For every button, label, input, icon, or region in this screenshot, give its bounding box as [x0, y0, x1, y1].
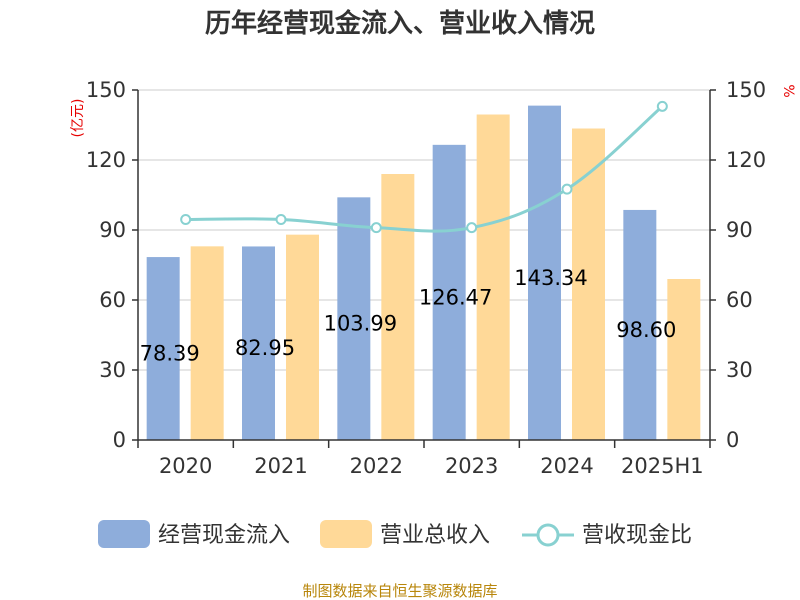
- axes-layer: 0 30 60 90 120 150 0 30 60 90 120 150 2020 2021 2022 20…: [86, 78, 766, 478]
- ratio-point-2023: [466, 222, 478, 234]
- bar-cash-inflow-2025H1: [623, 209, 657, 440]
- legend-label-ratio: 营收现金比: [582, 523, 692, 548]
- bar-cash-inflow-2022: [337, 197, 371, 440]
- data-label-cash-inflow: 98.60: [616, 318, 676, 342]
- ratio-point-2025H1: [656, 100, 668, 112]
- left-tick-label: 90: [99, 218, 126, 242]
- legend: 经营现金流入 营业总收入 营收现金比: [98, 520, 692, 548]
- bar-revenue-2021: [286, 234, 319, 440]
- right-tick-label: 0: [726, 428, 739, 452]
- x-tick-label: 2020: [159, 454, 212, 478]
- right-tick-label: 60: [726, 288, 753, 312]
- left-tick-label: 120: [86, 148, 126, 172]
- right-tick-label: 150: [726, 78, 766, 102]
- x-tick-label: 2022: [350, 454, 403, 478]
- data-label-cash-inflow: 126.47: [419, 285, 492, 309]
- right-tick-label: 120: [726, 148, 766, 172]
- left-tick-label: 30: [99, 358, 126, 382]
- bar-cash-inflow-2024: [528, 105, 561, 440]
- left-tick-label: 0: [113, 428, 126, 452]
- bar-revenue-2023: [476, 114, 510, 440]
- x-tick-label: 2025H1: [621, 454, 704, 478]
- source-note: 制图数据来自恒生聚源数据库: [302, 582, 497, 600]
- right-tick-label: 30: [726, 358, 753, 382]
- data-label-cash-inflow: 82.95: [235, 336, 295, 360]
- bar-cash-inflow-2020: [146, 257, 180, 440]
- ratio-point-2022: [370, 222, 382, 234]
- ratio-line-layer: [180, 100, 668, 234]
- legend-swatch-revenue: [320, 520, 372, 548]
- bars-layer: [146, 105, 701, 441]
- legend-marker-ratio: [536, 523, 560, 547]
- x-tick-label: 2024: [540, 454, 593, 478]
- left-tick-label: 150: [86, 78, 126, 102]
- left-tick-label: 60: [99, 288, 126, 312]
- data-label-cash-inflow: 78.39: [140, 342, 200, 366]
- legend-swatch-cash-inflow: [98, 520, 150, 548]
- bar-revenue-2025H1: [667, 279, 701, 440]
- chart-title: 历年经营现金流入、营业收入情况: [205, 8, 595, 39]
- legend-label-revenue: 营业总收入: [380, 523, 490, 548]
- bar-revenue-2020: [190, 246, 224, 440]
- left-axis-unit: (亿元): [70, 99, 86, 138]
- legend-label-cash-inflow: 经营现金流入: [158, 523, 290, 548]
- ratio-point-2020: [180, 214, 192, 225]
- x-tick-label: 2021: [254, 454, 307, 478]
- ratio-point-2024: [561, 183, 573, 195]
- bar-cash-inflow-2023: [432, 144, 466, 441]
- right-tick-label: 90: [726, 218, 753, 242]
- right-axis-unit: %: [780, 84, 796, 97]
- ratio-point-2021: [275, 214, 287, 225]
- bar-cash-inflow-2021: [242, 246, 275, 440]
- x-tick-label: 2023: [445, 454, 498, 478]
- data-labels-layer: 78.39 82.95 103.99 126.47 143.34 98.60: [140, 266, 677, 366]
- data-label-cash-inflow: 103.99: [324, 312, 397, 336]
- data-label-cash-inflow: 143.34: [514, 266, 587, 290]
- bar-revenue-2022: [381, 174, 415, 440]
